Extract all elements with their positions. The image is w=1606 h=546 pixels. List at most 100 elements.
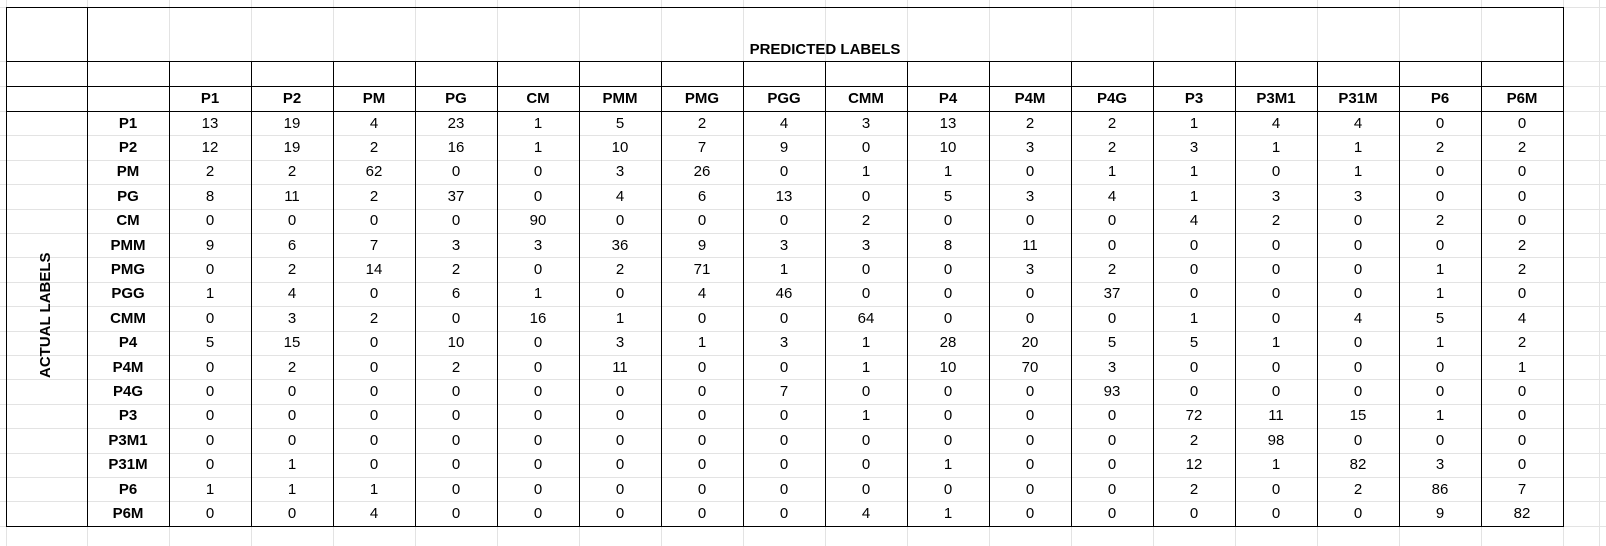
matrix-cell[interactable]: 0	[369, 334, 379, 352]
matrix-cell[interactable]: 1	[1435, 334, 1445, 352]
matrix-cell[interactable]: 2	[451, 358, 461, 376]
matrix-cell[interactable]: 0	[287, 407, 297, 425]
matrix-cell[interactable]: 1	[1107, 163, 1117, 181]
matrix-cell[interactable]: 0	[1517, 456, 1527, 474]
matrix-cell[interactable]: 3	[1025, 261, 1035, 279]
matrix-cell[interactable]: 1	[1189, 163, 1199, 181]
matrix-cell[interactable]: 0	[1107, 212, 1117, 230]
matrix-cell[interactable]: 0	[861, 431, 871, 449]
matrix-cell[interactable]: 4	[1107, 187, 1117, 205]
matrix-cell[interactable]: 0	[1353, 212, 1363, 230]
column-header[interactable]: P2	[282, 90, 302, 107]
matrix-cell[interactable]: 0	[697, 456, 707, 474]
matrix-cell[interactable]: 5	[1107, 334, 1117, 352]
matrix-cell[interactable]: 0	[861, 261, 871, 279]
matrix-cell[interactable]: 3	[1353, 187, 1363, 205]
column-header[interactable]: P6M	[1506, 90, 1538, 107]
column-header[interactable]: P3M1	[1256, 90, 1296, 107]
matrix-cell[interactable]: 0	[1107, 309, 1117, 327]
row-header[interactable]: P31M	[108, 456, 148, 474]
matrix-cell[interactable]: 1	[861, 358, 871, 376]
matrix-cell[interactable]: 36	[611, 236, 629, 254]
matrix-cell[interactable]: 0	[451, 505, 461, 523]
matrix-cell[interactable]: 0	[287, 505, 297, 523]
matrix-cell[interactable]: 26	[693, 163, 711, 181]
matrix-cell[interactable]: 0	[697, 407, 707, 425]
matrix-cell[interactable]: 4	[697, 285, 707, 303]
column-header[interactable]: CM	[526, 90, 550, 107]
matrix-cell[interactable]: 0	[615, 505, 625, 523]
matrix-cell[interactable]: 0	[1435, 383, 1445, 401]
matrix-cell[interactable]: 82	[1349, 456, 1367, 474]
matrix-cell[interactable]: 0	[1107, 456, 1117, 474]
matrix-cell[interactable]: 1	[533, 139, 543, 157]
matrix-cell[interactable]: 0	[779, 431, 789, 449]
row-header[interactable]: P6M	[112, 505, 144, 523]
column-header[interactable]: P4	[938, 90, 958, 107]
matrix-cell[interactable]: 3	[615, 163, 625, 181]
matrix-cell[interactable]: 0	[533, 456, 543, 474]
matrix-cell[interactable]: 0	[779, 407, 789, 425]
row-header[interactable]: P2	[118, 139, 138, 157]
matrix-cell[interactable]: 0	[533, 261, 543, 279]
matrix-cell[interactable]: 0	[943, 212, 953, 230]
matrix-cell[interactable]: 0	[1271, 480, 1281, 498]
matrix-cell[interactable]: 0	[205, 431, 215, 449]
matrix-cell[interactable]: 15	[1349, 407, 1367, 425]
matrix-cell[interactable]: 2	[1435, 212, 1445, 230]
matrix-cell[interactable]: 0	[697, 383, 707, 401]
matrix-cell[interactable]: 1	[1435, 407, 1445, 425]
matrix-cell[interactable]: 0	[1435, 358, 1445, 376]
matrix-cell[interactable]: 8	[205, 187, 215, 205]
matrix-cell[interactable]: 1	[533, 114, 543, 132]
matrix-cell[interactable]: 0	[1025, 309, 1035, 327]
column-header[interactable]: P4M	[1014, 90, 1046, 107]
matrix-cell[interactable]: 2	[1517, 261, 1527, 279]
matrix-cell[interactable]: 0	[779, 456, 789, 474]
matrix-cell[interactable]: 0	[1107, 431, 1117, 449]
matrix-cell[interactable]: 13	[775, 187, 793, 205]
row-header[interactable]: PMM	[110, 236, 146, 254]
matrix-cell[interactable]: 0	[1189, 505, 1199, 523]
matrix-cell[interactable]: 7	[369, 236, 379, 254]
matrix-cell[interactable]: 0	[861, 383, 871, 401]
matrix-cell[interactable]: 1	[369, 480, 379, 498]
matrix-cell[interactable]: 11	[612, 358, 628, 376]
matrix-cell[interactable]: 0	[533, 383, 543, 401]
matrix-cell[interactable]: 70	[1021, 358, 1039, 376]
matrix-cell[interactable]: 0	[205, 505, 215, 523]
matrix-cell[interactable]: 0	[369, 285, 379, 303]
matrix-cell[interactable]: 0	[1517, 212, 1527, 230]
matrix-cell[interactable]: 0	[1435, 163, 1445, 181]
matrix-cell[interactable]: 0	[451, 407, 461, 425]
matrix-cell[interactable]: 5	[205, 334, 215, 352]
matrix-cell[interactable]: 6	[697, 187, 707, 205]
matrix-cell[interactable]: 0	[369, 431, 379, 449]
matrix-cell[interactable]: 0	[533, 480, 543, 498]
matrix-cell[interactable]: 0	[697, 212, 707, 230]
column-header[interactable]: PMG	[684, 90, 720, 107]
matrix-cell[interactable]: 9	[697, 236, 707, 254]
matrix-cell[interactable]: 0	[205, 309, 215, 327]
matrix-cell[interactable]: 0	[943, 407, 953, 425]
matrix-cell[interactable]: 0	[1517, 163, 1527, 181]
matrix-cell[interactable]: 23	[447, 114, 465, 132]
matrix-cell[interactable]: 4	[287, 285, 297, 303]
matrix-cell[interactable]: 0	[451, 456, 461, 474]
matrix-cell[interactable]: 2	[1189, 431, 1199, 449]
matrix-cell[interactable]: 0	[369, 407, 379, 425]
matrix-cell[interactable]: 0	[861, 285, 871, 303]
matrix-cell[interactable]: 64	[857, 309, 875, 327]
matrix-cell[interactable]: 0	[779, 358, 789, 376]
matrix-cell[interactable]: 1	[287, 480, 297, 498]
matrix-cell[interactable]: 0	[697, 358, 707, 376]
matrix-cell[interactable]: 1	[1435, 285, 1445, 303]
matrix-cell[interactable]: 0	[779, 212, 789, 230]
row-header[interactable]: P3	[118, 407, 138, 425]
matrix-cell[interactable]: 2	[615, 261, 625, 279]
matrix-cell[interactable]: 2	[697, 114, 707, 132]
matrix-cell[interactable]: 1	[861, 407, 871, 425]
matrix-cell[interactable]: 10	[939, 358, 957, 376]
matrix-cell[interactable]: 0	[1517, 114, 1527, 132]
matrix-cell[interactable]: 0	[1271, 163, 1281, 181]
